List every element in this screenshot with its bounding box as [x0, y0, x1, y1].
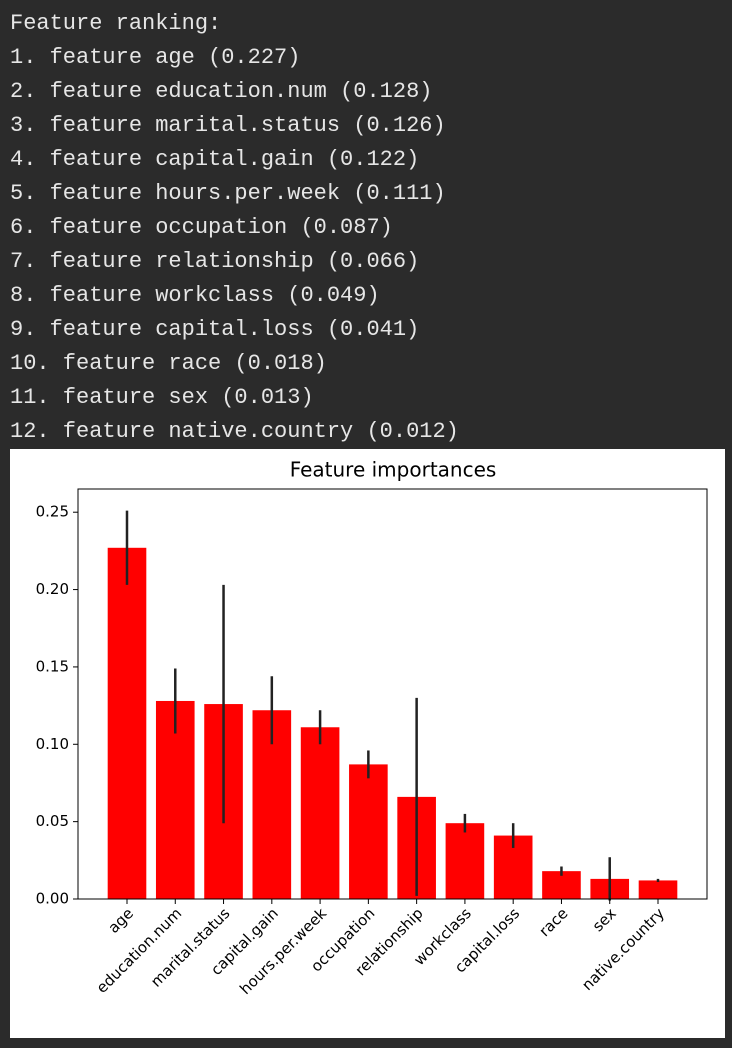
y-tick-label: 0.05 [36, 812, 69, 830]
console-line: 3. feature marital.status (0.126) [10, 113, 446, 138]
console-line: Feature ranking: [10, 11, 222, 36]
console-line: 2. feature education.num (0.128) [10, 79, 433, 104]
console-output: Feature ranking: 1. feature age (0.227) 2.… [10, 7, 459, 449]
y-tick-label: 0.15 [36, 657, 69, 675]
console-line: 8. feature workclass (0.049) [10, 283, 380, 308]
y-tick-label: 0.00 [36, 890, 69, 908]
y-tick-label: 0.20 [36, 580, 69, 598]
bar [300, 727, 340, 899]
y-tick-label: 0.25 [36, 503, 69, 521]
axes-frame [77, 488, 708, 900]
chart-title: Feature importances [290, 458, 497, 482]
console-line: 7. feature relationship (0.066) [10, 249, 420, 274]
console-line: 10. feature race (0.018) [10, 351, 327, 376]
console-line: 4. feature capital.gain (0.122) [10, 147, 420, 172]
console-line: 9. feature capital.loss (0.041) [10, 317, 420, 342]
bar [349, 764, 388, 899]
console-line: 11. feature sex (0.013) [10, 385, 314, 410]
console-line: 1. feature age (0.227) [10, 45, 301, 70]
bar [638, 880, 678, 899]
y-tick-label: 0.10 [36, 735, 69, 753]
console-line: 12. feature native.country (0.012) [10, 419, 459, 444]
console-line: 6. feature occupation (0.087) [10, 215, 393, 240]
bar [107, 547, 147, 899]
bar [155, 700, 195, 899]
console-line: 5. feature hours.per.week (0.111) [10, 181, 446, 206]
bar [445, 823, 485, 899]
